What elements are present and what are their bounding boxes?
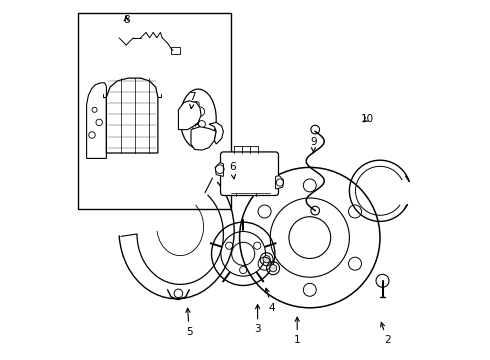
Polygon shape <box>275 176 284 189</box>
Polygon shape <box>215 163 223 176</box>
Text: 10: 10 <box>361 114 374 124</box>
Text: 6: 6 <box>229 162 236 179</box>
Polygon shape <box>87 83 106 158</box>
Text: 8: 8 <box>123 15 129 25</box>
Circle shape <box>270 265 277 272</box>
Bar <box>171 47 180 54</box>
Text: 9: 9 <box>310 137 317 153</box>
Text: 4: 4 <box>265 288 275 313</box>
Polygon shape <box>106 78 158 153</box>
Text: 3: 3 <box>254 305 261 334</box>
FancyBboxPatch shape <box>220 152 278 195</box>
Circle shape <box>263 256 270 263</box>
Polygon shape <box>209 122 223 144</box>
Polygon shape <box>191 127 216 150</box>
Text: 7: 7 <box>190 92 196 109</box>
Text: 5: 5 <box>186 308 193 337</box>
Polygon shape <box>178 101 201 130</box>
Text: 1: 1 <box>294 317 300 345</box>
Text: 2: 2 <box>381 323 391 345</box>
Bar <box>77 13 231 209</box>
